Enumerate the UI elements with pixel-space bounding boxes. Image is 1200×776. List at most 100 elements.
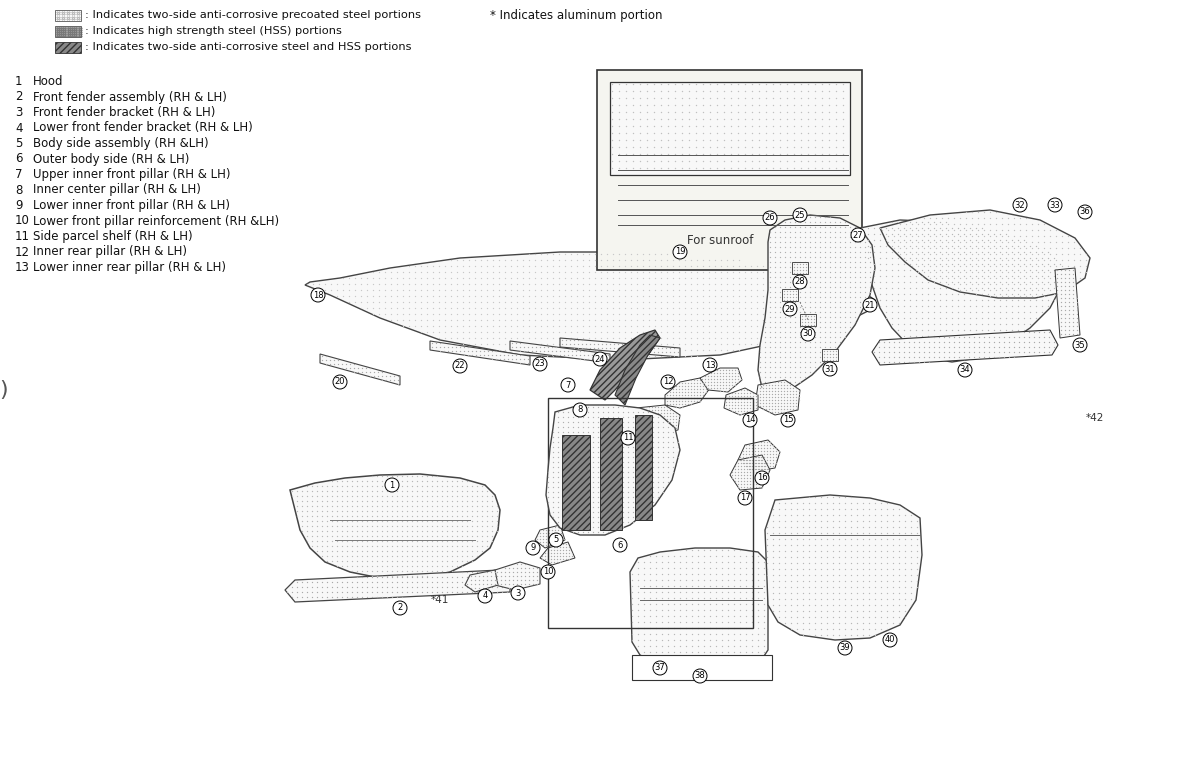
Point <box>950 248 970 260</box>
Point <box>643 416 662 428</box>
Point <box>473 545 492 557</box>
Point <box>889 336 908 348</box>
Point <box>707 616 726 629</box>
Point <box>534 341 553 353</box>
Point <box>755 448 774 460</box>
Polygon shape <box>590 330 660 400</box>
Point <box>452 540 472 553</box>
Point <box>810 331 829 343</box>
Point <box>418 520 437 532</box>
Point <box>707 562 726 574</box>
Point <box>797 264 816 276</box>
Point <box>757 460 776 473</box>
Point <box>912 251 931 264</box>
Point <box>1026 312 1045 324</box>
Point <box>402 525 421 537</box>
Point <box>877 617 896 629</box>
Point <box>689 544 708 556</box>
Point <box>550 260 569 272</box>
Point <box>490 344 509 356</box>
Point <box>574 326 593 338</box>
Point <box>473 510 492 522</box>
Point <box>1046 284 1066 296</box>
Point <box>641 573 660 586</box>
Point <box>586 302 605 314</box>
Point <box>810 320 829 333</box>
Point <box>604 466 623 478</box>
Point <box>713 367 732 379</box>
Point <box>553 544 572 556</box>
Point <box>992 212 1012 224</box>
Point <box>752 478 772 490</box>
Point <box>948 282 967 294</box>
Point <box>877 521 896 533</box>
Point <box>660 350 679 362</box>
Point <box>791 246 810 258</box>
Point <box>883 557 902 570</box>
Point <box>522 341 541 353</box>
Point <box>448 284 467 296</box>
Point <box>478 525 497 537</box>
Point <box>652 120 671 132</box>
Point <box>766 381 785 393</box>
Point <box>960 341 979 354</box>
Point <box>376 308 395 320</box>
Point <box>786 236 805 248</box>
Point <box>744 475 763 487</box>
Point <box>906 294 925 307</box>
Point <box>629 496 648 508</box>
Point <box>856 271 875 283</box>
Point <box>894 306 913 318</box>
Point <box>816 355 835 368</box>
Point <box>353 525 372 537</box>
Point <box>722 405 742 417</box>
Point <box>763 154 782 167</box>
Point <box>853 551 872 563</box>
Point <box>1028 272 1048 284</box>
Point <box>508 566 527 578</box>
Point <box>362 510 382 522</box>
Point <box>337 475 356 487</box>
Point <box>761 316 780 328</box>
Point <box>956 254 976 266</box>
Point <box>780 336 799 348</box>
Point <box>317 350 336 362</box>
Point <box>766 376 785 388</box>
Point <box>1038 246 1057 258</box>
Point <box>912 282 931 294</box>
Point <box>323 514 342 527</box>
Point <box>604 411 623 423</box>
Point <box>732 466 751 478</box>
Point <box>643 421 662 433</box>
Point <box>757 436 776 449</box>
Point <box>520 289 539 302</box>
Point <box>689 652 708 664</box>
Point <box>646 308 665 320</box>
Point <box>613 421 632 433</box>
Point <box>288 580 307 593</box>
Point <box>460 272 479 284</box>
Point <box>616 289 635 302</box>
Point <box>408 469 427 482</box>
Point <box>786 361 805 373</box>
Point <box>707 628 726 640</box>
Point <box>835 545 854 557</box>
Point <box>664 266 683 279</box>
Point <box>721 106 740 118</box>
Point <box>588 411 607 423</box>
Point <box>701 161 720 174</box>
Point <box>749 161 769 174</box>
Point <box>974 272 994 284</box>
Point <box>859 580 878 593</box>
Point <box>672 379 691 392</box>
Point <box>583 416 602 428</box>
Point <box>912 324 931 336</box>
Point <box>550 272 569 284</box>
Point <box>613 456 632 468</box>
Point <box>514 332 533 345</box>
Point <box>810 236 829 248</box>
Point <box>859 629 878 641</box>
Point <box>708 367 727 379</box>
Point <box>732 457 751 469</box>
Point <box>647 598 666 610</box>
